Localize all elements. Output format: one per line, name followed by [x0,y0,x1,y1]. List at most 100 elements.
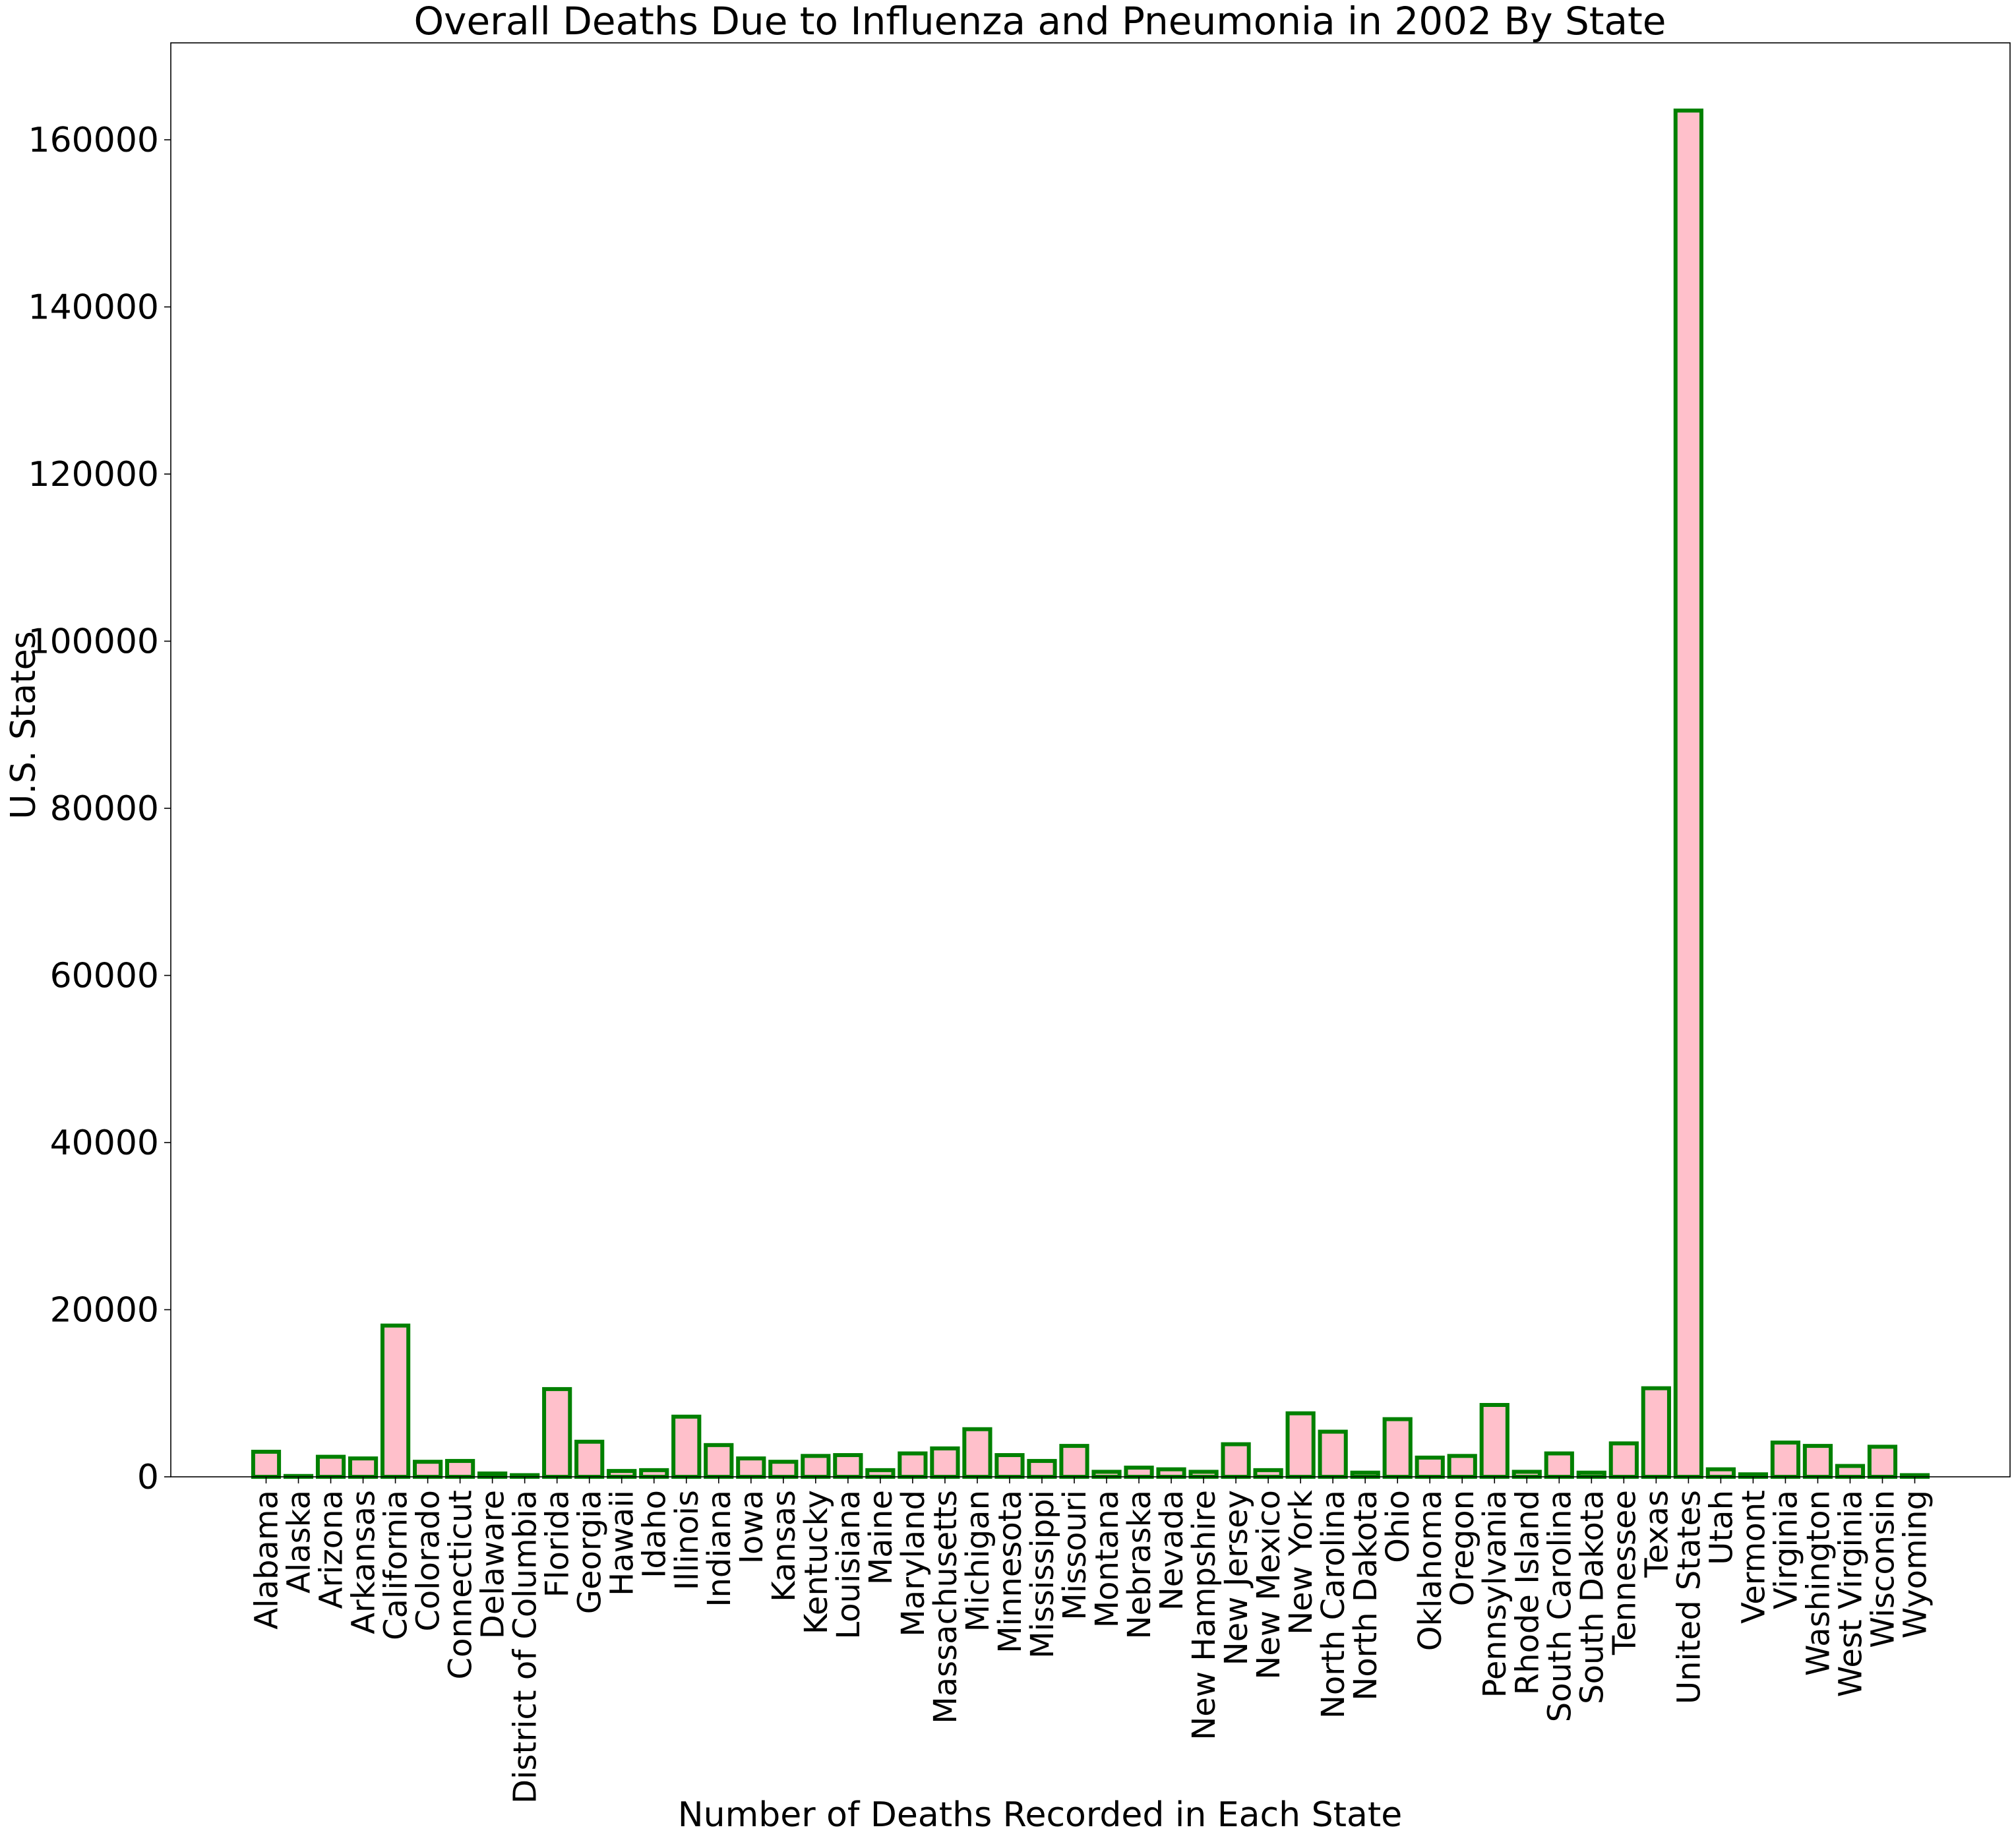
y-tick-label: 0 [137,1458,159,1497]
y-tick-label: 20000 [50,1291,159,1330]
x-tick-label: Tennessee [1606,1490,1643,1655]
y-axis-ticks: 0 20000 40000 60000 80000 100000 120000 140000 1… [28,121,171,1497]
x-tick-label: Wisconsin [1864,1490,1901,1648]
x-tick-label: New Jersey [1218,1490,1255,1665]
x-tick-label: Oregon [1444,1490,1481,1606]
y-tick-label: 160000 [28,121,159,160]
x-tick-label: Colorado [410,1490,447,1632]
x-tick-label: Maryland [895,1490,932,1637]
x-tick-label: Arkansas [346,1490,382,1634]
bar-kansas [768,1460,799,1479]
bar-nevada [1156,1467,1186,1479]
bar-west-virginia [1835,1464,1866,1479]
x-tick-label: Vermont [1735,1490,1772,1624]
bar-minnesota [994,1453,1025,1479]
plot-area-frame [170,42,2011,1477]
y-tick-label: 100000 [28,622,159,662]
x-tick-label: Oklahoma [1412,1490,1449,1651]
x-tick-label: Arizona [313,1490,350,1609]
x-tick-label: New York [1283,1490,1320,1635]
x-tick-label: Missouri [1056,1490,1093,1621]
bar-oregon [1447,1454,1477,1479]
bar-arkansas [348,1456,379,1479]
bar-mississippi [1027,1458,1057,1479]
x-tick-label: Alabama [249,1490,286,1630]
x-tick-label: California [378,1490,415,1640]
x-tick-label: Montana [1089,1490,1126,1628]
bar-michigan [962,1427,992,1479]
bar-maryland [898,1451,928,1479]
x-tick-label: Hawaii [604,1490,641,1596]
x-tick-label: Virginia [1767,1490,1804,1609]
x-tick-label: New Hampshire [1186,1490,1223,1741]
x-tick-label: North Carolina [1315,1490,1352,1719]
chart-title: Overall Deaths Due to Influenza and Pneu… [414,0,1666,44]
x-tick-label: Illinois [669,1490,706,1590]
bar-texas [1641,1386,1671,1479]
x-tick-label: Louisiana [830,1490,867,1640]
bar-nebraska [1124,1466,1154,1479]
bar-south-dakota [1576,1470,1606,1479]
x-tick-label: Alaska [281,1490,318,1594]
y-tick-label: 80000 [50,789,159,829]
x-tick-label: Idaho [636,1490,673,1578]
bar-rhode-island [1511,1470,1542,1479]
x-tick-label: Pennsylvania [1477,1490,1513,1698]
bar-missouri [1059,1444,1089,1479]
bar-massachusetts [930,1446,960,1479]
bar-georgia [574,1439,605,1479]
bar-south-carolina [1544,1451,1574,1479]
x-tick-label: District of Columbia [507,1490,544,1804]
y-tick-label: 40000 [50,1123,159,1163]
x-tick-label: Kentucky [798,1490,835,1634]
bar-ohio [1382,1417,1413,1479]
x-tick-label: Utah [1703,1490,1740,1565]
bar-new-jersey [1221,1442,1251,1479]
bar-california [380,1323,411,1479]
x-tick-label: Iowa [733,1490,770,1564]
bar-indiana [704,1443,734,1479]
bar-montana [1091,1470,1122,1479]
x-tick-label: Massachusetts [927,1490,964,1724]
bar-iowa [736,1456,766,1479]
x-tick-label: Indiana [701,1490,738,1607]
y-tick-label: 60000 [50,957,159,996]
y-axis-label: U.S. States [4,631,44,819]
bar-tennessee [1608,1441,1639,1479]
bar-alabama [251,1449,282,1479]
bar-maine [865,1468,896,1479]
bar-new-mexico [1253,1468,1283,1479]
x-tick-label: Mississippi [1024,1490,1061,1659]
bar-florida [542,1386,572,1479]
x-tick-label: Ohio [1380,1490,1417,1563]
y-tick-label: 120000 [28,455,159,494]
x-tick-label: Delaware [475,1490,512,1639]
x-tick-label: Texas [1638,1490,1675,1578]
bar-united-states [1673,108,1703,1479]
x-tick-label: United States [1670,1490,1707,1704]
x-tick-label: Georgia [572,1490,609,1614]
bar-pennsylvania [1479,1402,1510,1479]
x-tick-label: Kansas [766,1490,803,1602]
bar-oklahoma [1415,1455,1445,1479]
bar-illinois [671,1414,702,1479]
x-tick-label: West Virginia [1832,1490,1869,1697]
x-tick-label: New Mexico [1250,1490,1287,1680]
x-axis-ticks: AlabamaAlaskaArizonaArkansasCaliforniaCo… [249,1477,1934,1804]
x-tick-label: Wyoming [1897,1490,1934,1638]
bar-new-hampshire [1188,1470,1219,1479]
x-tick-label: Maine [863,1490,900,1585]
bar-louisiana [833,1453,863,1479]
y-tick-label: 140000 [28,288,159,328]
x-tick-label: Rhode Island [1509,1490,1546,1695]
x-tick-label: Michigan [960,1490,996,1632]
bar-virginia [1770,1441,1801,1479]
bar-north-carolina [1318,1429,1348,1479]
x-axis-label: Number of Deaths Recorded in Each State [678,1795,1403,1835]
bar-new-york [1285,1411,1316,1479]
bar-connecticut [445,1458,475,1479]
x-tick-label: Connecticut [442,1490,479,1679]
bar-colorado [412,1460,443,1479]
x-tick-label: Washington [1800,1490,1837,1676]
